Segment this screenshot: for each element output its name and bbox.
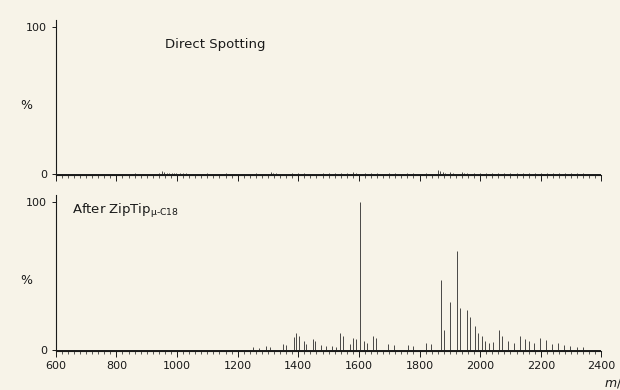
Text: %: % [20,99,32,112]
Text: %: % [20,274,32,287]
Text: Direct Spotting: Direct Spotting [165,37,265,51]
Text: After ZipTip$_{\mathregular{\mu\text{-}C18}}$: After ZipTip$_{\mathregular{\mu\text{-}C… [72,202,179,220]
Text: $\mathit{m/z}$: $\mathit{m/z}$ [604,376,620,390]
